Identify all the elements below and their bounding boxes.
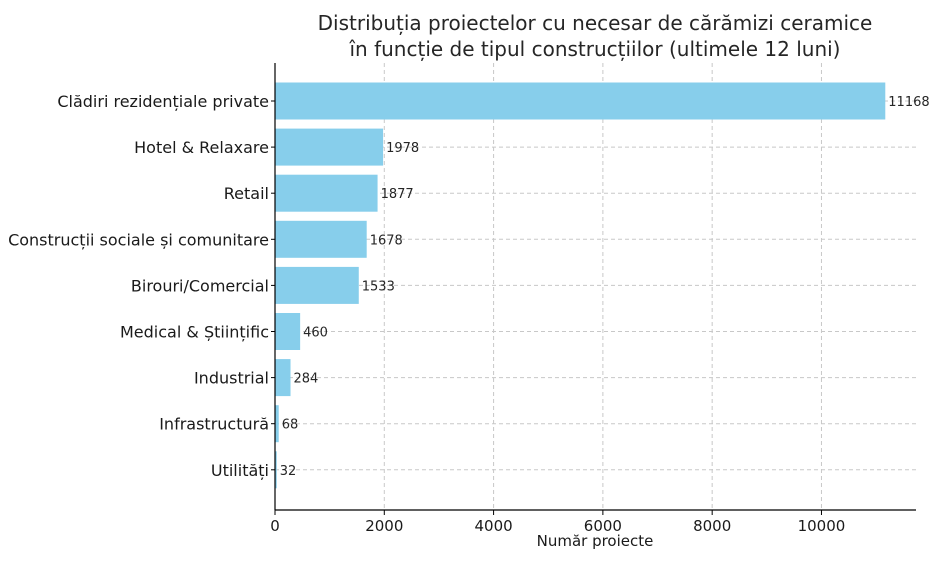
axes-layer: Clădiri rezidențiale private Hotel & Rela… [8, 63, 916, 535]
data-label: 32 [280, 464, 297, 479]
x-tick-label: 6000 [584, 517, 622, 535]
data-label: 1978 [386, 141, 419, 156]
data-label: 68 [282, 418, 299, 433]
bar [275, 128, 384, 166]
x-axis-title: Număr proiecte [537, 532, 654, 550]
bar [275, 405, 279, 443]
x-tick-label: 0 [270, 517, 280, 535]
chart-title-line1: Distribuția proiectelor cu necesar de că… [318, 11, 873, 35]
y-tick-label: Utilități [211, 461, 269, 480]
bar [275, 220, 367, 258]
chart-title-line2: în funcție de tipul construcțiilor (ulti… [349, 37, 841, 61]
y-tick-label: Clădiri rezidențiale private [57, 92, 269, 111]
y-tick-label: Industrial [194, 369, 269, 388]
data-label: 11168 [888, 95, 929, 110]
data-label: 460 [303, 326, 328, 341]
y-tick-label: Hotel & Relaxare [134, 138, 269, 157]
bar [275, 451, 277, 489]
data-label: 284 [294, 372, 319, 387]
y-tick-label: Construcții sociale și comunitare [8, 230, 269, 249]
x-tick-label: 4000 [474, 517, 512, 535]
data-label: 1877 [381, 187, 414, 202]
data-label: 1678 [370, 233, 403, 248]
bar [275, 174, 378, 212]
y-tick-label: Birouri/Comercial [131, 276, 269, 295]
y-tick-label: Retail [224, 184, 269, 203]
x-tick-label: 2000 [365, 517, 403, 535]
bar [275, 266, 359, 304]
bars-layer: 11168 1978 1877 1678 1533 460 284 68 32 [275, 82, 930, 489]
bar [275, 313, 301, 350]
x-tick-label: 10000 [798, 517, 846, 535]
bar [275, 82, 886, 120]
data-label: 1533 [362, 279, 395, 294]
bar [275, 359, 291, 397]
y-tick-label: Infrastructură [159, 415, 269, 434]
y-tick-label: Medical & Științific [120, 323, 269, 342]
x-tick-label: 8000 [693, 517, 731, 535]
